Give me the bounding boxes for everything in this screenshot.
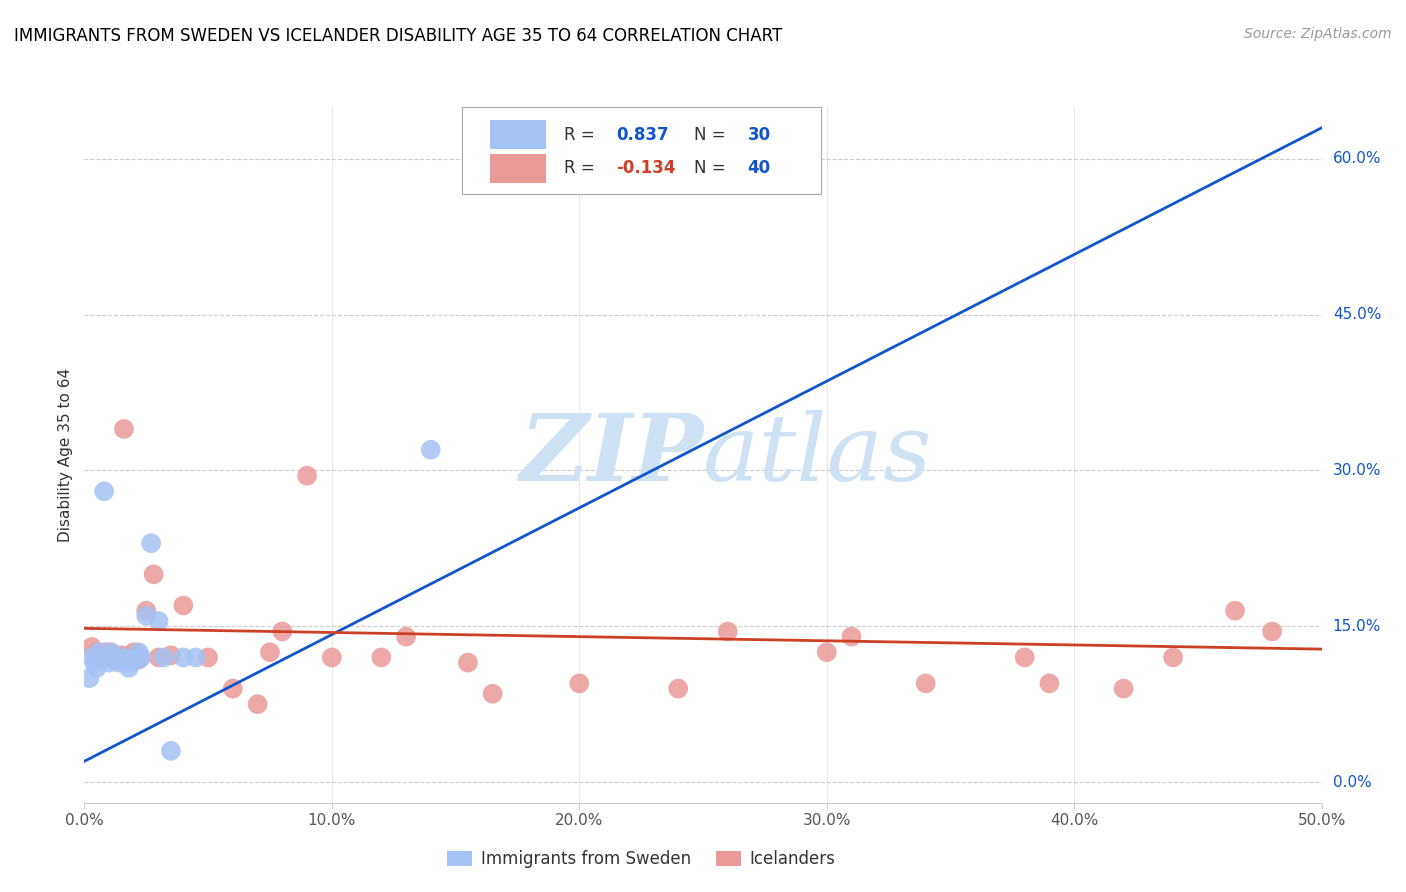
Point [271, 624, 294, 639]
Text: R =: R = [564, 126, 600, 144]
Point [122, 645, 145, 659]
Text: R =: R = [564, 159, 600, 178]
Point [370, 650, 392, 665]
FancyBboxPatch shape [491, 153, 546, 183]
Point [457, 656, 479, 670]
Text: 45.0%: 45.0% [1333, 307, 1381, 322]
Point [115, 656, 138, 670]
Point [98, 656, 121, 670]
Point [1038, 676, 1060, 690]
Point [135, 608, 157, 623]
Point [197, 650, 219, 665]
Text: 30: 30 [748, 126, 770, 144]
Point [1014, 650, 1036, 665]
Text: 60.0%: 60.0% [1333, 152, 1381, 167]
Point [128, 652, 150, 666]
Point [1261, 624, 1284, 639]
Point [128, 645, 150, 659]
Point [222, 681, 245, 696]
FancyBboxPatch shape [461, 107, 821, 194]
Point [112, 422, 135, 436]
Point [118, 650, 141, 665]
Point [93, 484, 115, 499]
Point [112, 652, 135, 666]
Point [103, 650, 125, 665]
Point [108, 656, 131, 670]
Text: 15.0%: 15.0% [1333, 619, 1381, 633]
Point [80, 640, 103, 654]
Point [105, 652, 128, 666]
Text: 30.0%: 30.0% [1333, 463, 1381, 478]
Text: IMMIGRANTS FROM SWEDEN VS ICELANDER DISABILITY AGE 35 TO 64 CORRELATION CHART: IMMIGRANTS FROM SWEDEN VS ICELANDER DISA… [14, 27, 782, 45]
Point [914, 676, 936, 690]
Point [152, 650, 174, 665]
Point [419, 442, 441, 457]
Point [717, 624, 740, 639]
Legend: Immigrants from Sweden, Icelanders: Immigrants from Sweden, Icelanders [440, 843, 842, 874]
Point [118, 661, 141, 675]
Point [93, 645, 115, 659]
Point [86, 645, 108, 659]
Text: ZIP: ZIP [519, 410, 703, 500]
Point [103, 652, 125, 666]
FancyBboxPatch shape [491, 120, 546, 149]
Point [815, 645, 838, 659]
Point [666, 681, 689, 696]
Point [259, 645, 281, 659]
Point [141, 536, 163, 550]
Text: -0.134: -0.134 [616, 159, 676, 178]
Point [568, 676, 591, 690]
Point [98, 645, 121, 659]
Point [321, 650, 343, 665]
Point [129, 650, 152, 665]
Point [96, 650, 118, 665]
Point [172, 599, 194, 613]
Text: 40: 40 [748, 159, 770, 178]
Point [125, 652, 148, 666]
Text: Source: ZipAtlas.com: Source: ZipAtlas.com [1244, 27, 1392, 41]
Text: N =: N = [695, 159, 731, 178]
Point [395, 630, 418, 644]
Point [90, 650, 112, 665]
Point [172, 650, 194, 665]
Point [90, 650, 112, 665]
Point [1161, 650, 1184, 665]
Point [142, 567, 165, 582]
Point [120, 656, 142, 670]
Text: 0.0%: 0.0% [1333, 774, 1371, 789]
Point [295, 468, 318, 483]
Point [135, 604, 157, 618]
Point [246, 697, 269, 711]
Text: atlas: atlas [703, 410, 932, 500]
Point [110, 648, 132, 663]
Point [86, 661, 108, 675]
Point [184, 650, 207, 665]
Text: N =: N = [695, 126, 731, 144]
Point [83, 656, 105, 670]
Point [122, 650, 145, 665]
Point [79, 671, 101, 685]
Point [481, 687, 503, 701]
Point [89, 645, 111, 659]
Point [148, 650, 170, 665]
Text: 0.837: 0.837 [616, 126, 669, 144]
Point [1112, 681, 1135, 696]
Point [841, 630, 863, 644]
Point [100, 645, 122, 659]
Point [105, 650, 128, 665]
Y-axis label: Disability Age 35 to 64: Disability Age 35 to 64 [58, 368, 73, 542]
Point [1223, 604, 1246, 618]
Point [110, 650, 132, 665]
Point [160, 648, 183, 663]
Point [80, 650, 103, 665]
Point [160, 744, 183, 758]
Point [148, 614, 170, 628]
